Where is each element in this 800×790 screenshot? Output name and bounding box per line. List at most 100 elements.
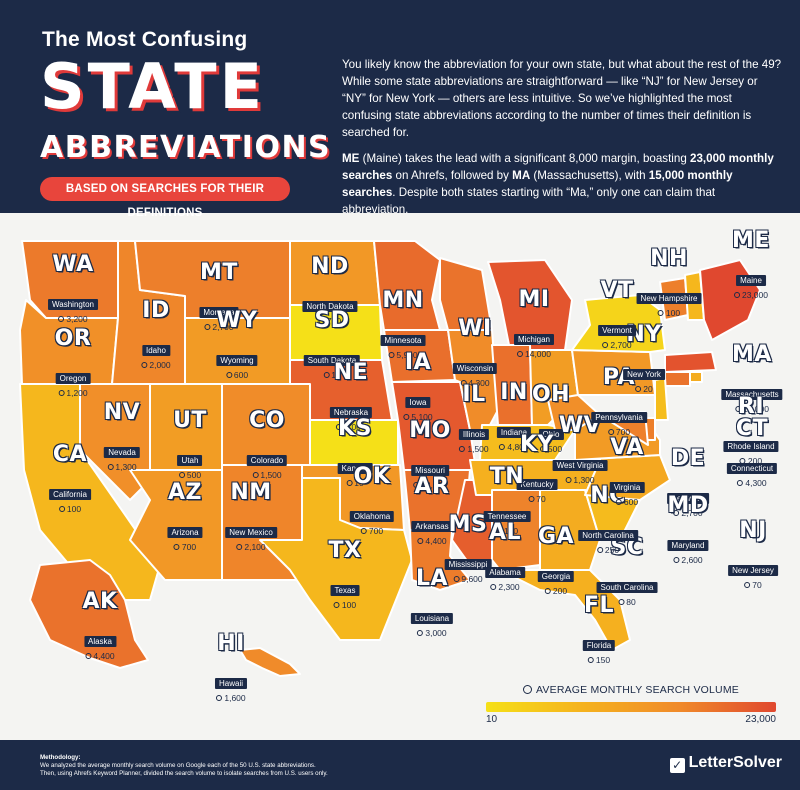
state-volume: 500 [532, 444, 570, 454]
state-abbreviation: NE [333, 360, 369, 385]
state-abbreviation: IA [404, 350, 432, 375]
search-icon [333, 602, 340, 608]
search-icon [459, 446, 466, 452]
state-abbreviation: WA [52, 252, 94, 277]
state-abbreviation: AL [488, 520, 522, 545]
search-icon [499, 444, 506, 450]
search-icon [460, 380, 467, 386]
state-name: Pennsylvania [591, 412, 647, 423]
state-name: Alaska [83, 636, 117, 647]
intro-text: You likely know the abbreviation for you… [342, 56, 782, 227]
search-icon [539, 446, 546, 452]
state-abbreviation: DE [670, 446, 706, 471]
state-volume: 10 [338, 478, 373, 488]
state-abbreviation: MI [518, 287, 550, 312]
state-shape-hi[interactable] [239, 647, 301, 677]
state-abbreviation: MS [448, 512, 488, 537]
state-label-ar: AR Arkansas 4,400 [411, 476, 453, 546]
state-volume: 2,000 [141, 360, 171, 370]
state-name: Virginia [609, 482, 645, 493]
search-icon [252, 472, 259, 478]
state-shape-ri[interactable] [689, 371, 703, 383]
state-shape-ct[interactable] [664, 371, 691, 387]
footer: Methodology: We analyzed the average mon… [0, 740, 800, 790]
search-icon [495, 528, 502, 534]
state-volume-value: 150 [595, 655, 611, 665]
state-volume-value: 70 [752, 580, 762, 590]
state-label-de: DE Delaware 2,700 [667, 448, 709, 518]
state-name: Ohio [538, 429, 564, 440]
state-volume-value: 9,000 [344, 422, 366, 432]
state-name: Maryland [667, 540, 709, 551]
state-volume: 70 [728, 580, 778, 590]
brand-name: LetterSolver [688, 754, 782, 771]
search-icon [58, 316, 65, 322]
state-label-sd: SD South Dakota 10 [303, 310, 361, 380]
state-abbreviation: TX [328, 538, 362, 563]
state-abbreviation: MT [200, 260, 238, 285]
state-volume: 100 [329, 600, 362, 610]
state-volume: 4,300 [453, 378, 497, 388]
state-volume: 80 [597, 597, 658, 607]
state-label-nv: NV Nevada 1,300 [104, 402, 140, 472]
state-abbreviation: IL [462, 382, 486, 407]
state-volume: 1,500 [247, 470, 287, 480]
state-name: South Carolina [596, 582, 658, 593]
state-name: Alabama [485, 567, 525, 578]
state-shape-wv[interactable] [547, 394, 601, 431]
us-map: WA Washington 3,200 OR Oregon 1,200 CA Californ… [0, 213, 800, 740]
search-icon [490, 584, 497, 590]
state-abbreviation: UT [173, 408, 207, 433]
state-abbreviation: NM [230, 480, 272, 505]
state-volume: 4,400 [411, 536, 452, 546]
state-label-az: AZ Arizona 700 [167, 482, 203, 552]
state-volume: 1,200 [55, 388, 92, 398]
search-icon [737, 480, 744, 486]
search-icon [225, 372, 232, 378]
state-volume-value: 1,600 [224, 693, 246, 703]
state-abbreviation: WY [216, 308, 258, 333]
state-shape-tx[interactable] [259, 477, 413, 641]
state-volume: 3,000 [411, 628, 453, 638]
state-volume: 2,700 [199, 322, 238, 332]
state-shape-ga[interactable] [539, 489, 601, 571]
intro-seg: . Despite both states starting with “Ma,… [342, 186, 716, 216]
state-volume-value: 4,300 [745, 478, 767, 488]
state-shape-mn[interactable] [373, 240, 441, 331]
search-icon [544, 588, 551, 594]
state-name: Iowa [405, 397, 431, 408]
state-name: Minnesota [380, 335, 426, 346]
state-volume-value: 600 [233, 370, 249, 380]
state-label-fl: FL Florida 150 [582, 595, 616, 665]
state-name: Rhode Island [723, 441, 779, 452]
intro-ma-volume: 15,000 monthly searches [342, 169, 733, 199]
state-shape-ak[interactable] [29, 559, 149, 669]
state-volume-value: 200 [747, 456, 763, 466]
state-abbreviation: ND [311, 254, 349, 279]
state-abbreviation: MD [667, 493, 709, 518]
state-name: Louisiana [410, 613, 454, 624]
state-volume: 12,000 [409, 480, 451, 490]
methodology: Methodology: We analyzed the average mon… [40, 754, 460, 778]
state-volume-value: 5,900 [396, 350, 418, 360]
search-icon [216, 695, 223, 701]
state-name: Kansas [337, 463, 373, 474]
state-volume-value: 4,800 [507, 442, 529, 452]
state-name: Delaware [667, 493, 709, 504]
state-volume-value: 1,500 [467, 444, 489, 454]
search-icon [360, 528, 367, 534]
state-volume: 5,100 [403, 412, 433, 422]
legend-title: AVERAGE MONTHLY SEARCH VOLUME [486, 684, 776, 696]
search-icon [318, 318, 325, 324]
state-name: Utah [177, 455, 203, 466]
brand-logo[interactable]: ✓ LetterSolver [669, 754, 782, 773]
state-abbreviation: KS [338, 416, 372, 441]
map-svg [19, 240, 761, 677]
state-label-ak: AK Alaska 4,400 [82, 591, 117, 662]
state-volume: 150 [484, 526, 531, 536]
state-volume-value: 3,200 [66, 314, 88, 324]
state-shape-ma[interactable] [664, 351, 717, 373]
state-volume-value: 1,200 [66, 388, 88, 398]
state-volume: 20 [623, 384, 665, 394]
state-volume: 4,300 [727, 478, 777, 488]
